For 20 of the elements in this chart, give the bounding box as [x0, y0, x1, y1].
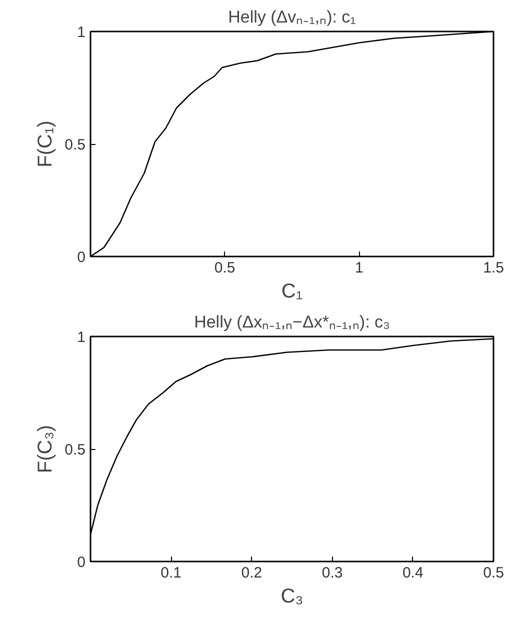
y-tick-label: 0	[77, 554, 86, 571]
x-tick-label: 0.1	[160, 564, 182, 582]
x-axis-title: C₁	[281, 280, 303, 302]
x-tick-label: 0.5	[214, 260, 236, 276]
y-axis-title: F(C₁)	[34, 120, 57, 168]
y-axis-title: F(C₃)	[34, 424, 57, 474]
y-tick-label: 0	[77, 249, 86, 266]
x-tick-label: 0.3	[322, 564, 343, 582]
y-tick-label: 1	[77, 24, 86, 41]
y-tick-label: 0.5	[64, 136, 86, 154]
y-tick-label: 1	[77, 329, 86, 346]
x-tick-label: 1	[354, 260, 364, 276]
x-axis-title: C₃	[280, 586, 304, 608]
x-tick-label: 0.4	[402, 564, 424, 582]
chart-title: Helly (Δxₙ₋₁,ₙ−Δx*ₙ₋₁,ₙ): c₃	[194, 312, 390, 332]
x-tick-label: 0.2	[241, 564, 262, 582]
x-tick-label: 0.5	[483, 564, 504, 582]
chart-title: Helly (Δvₙ₋₁,ₙ): c₁	[228, 8, 356, 26]
x-tick-label: 1.5	[483, 260, 504, 276]
y-tick-label: 0.5	[64, 442, 86, 458]
